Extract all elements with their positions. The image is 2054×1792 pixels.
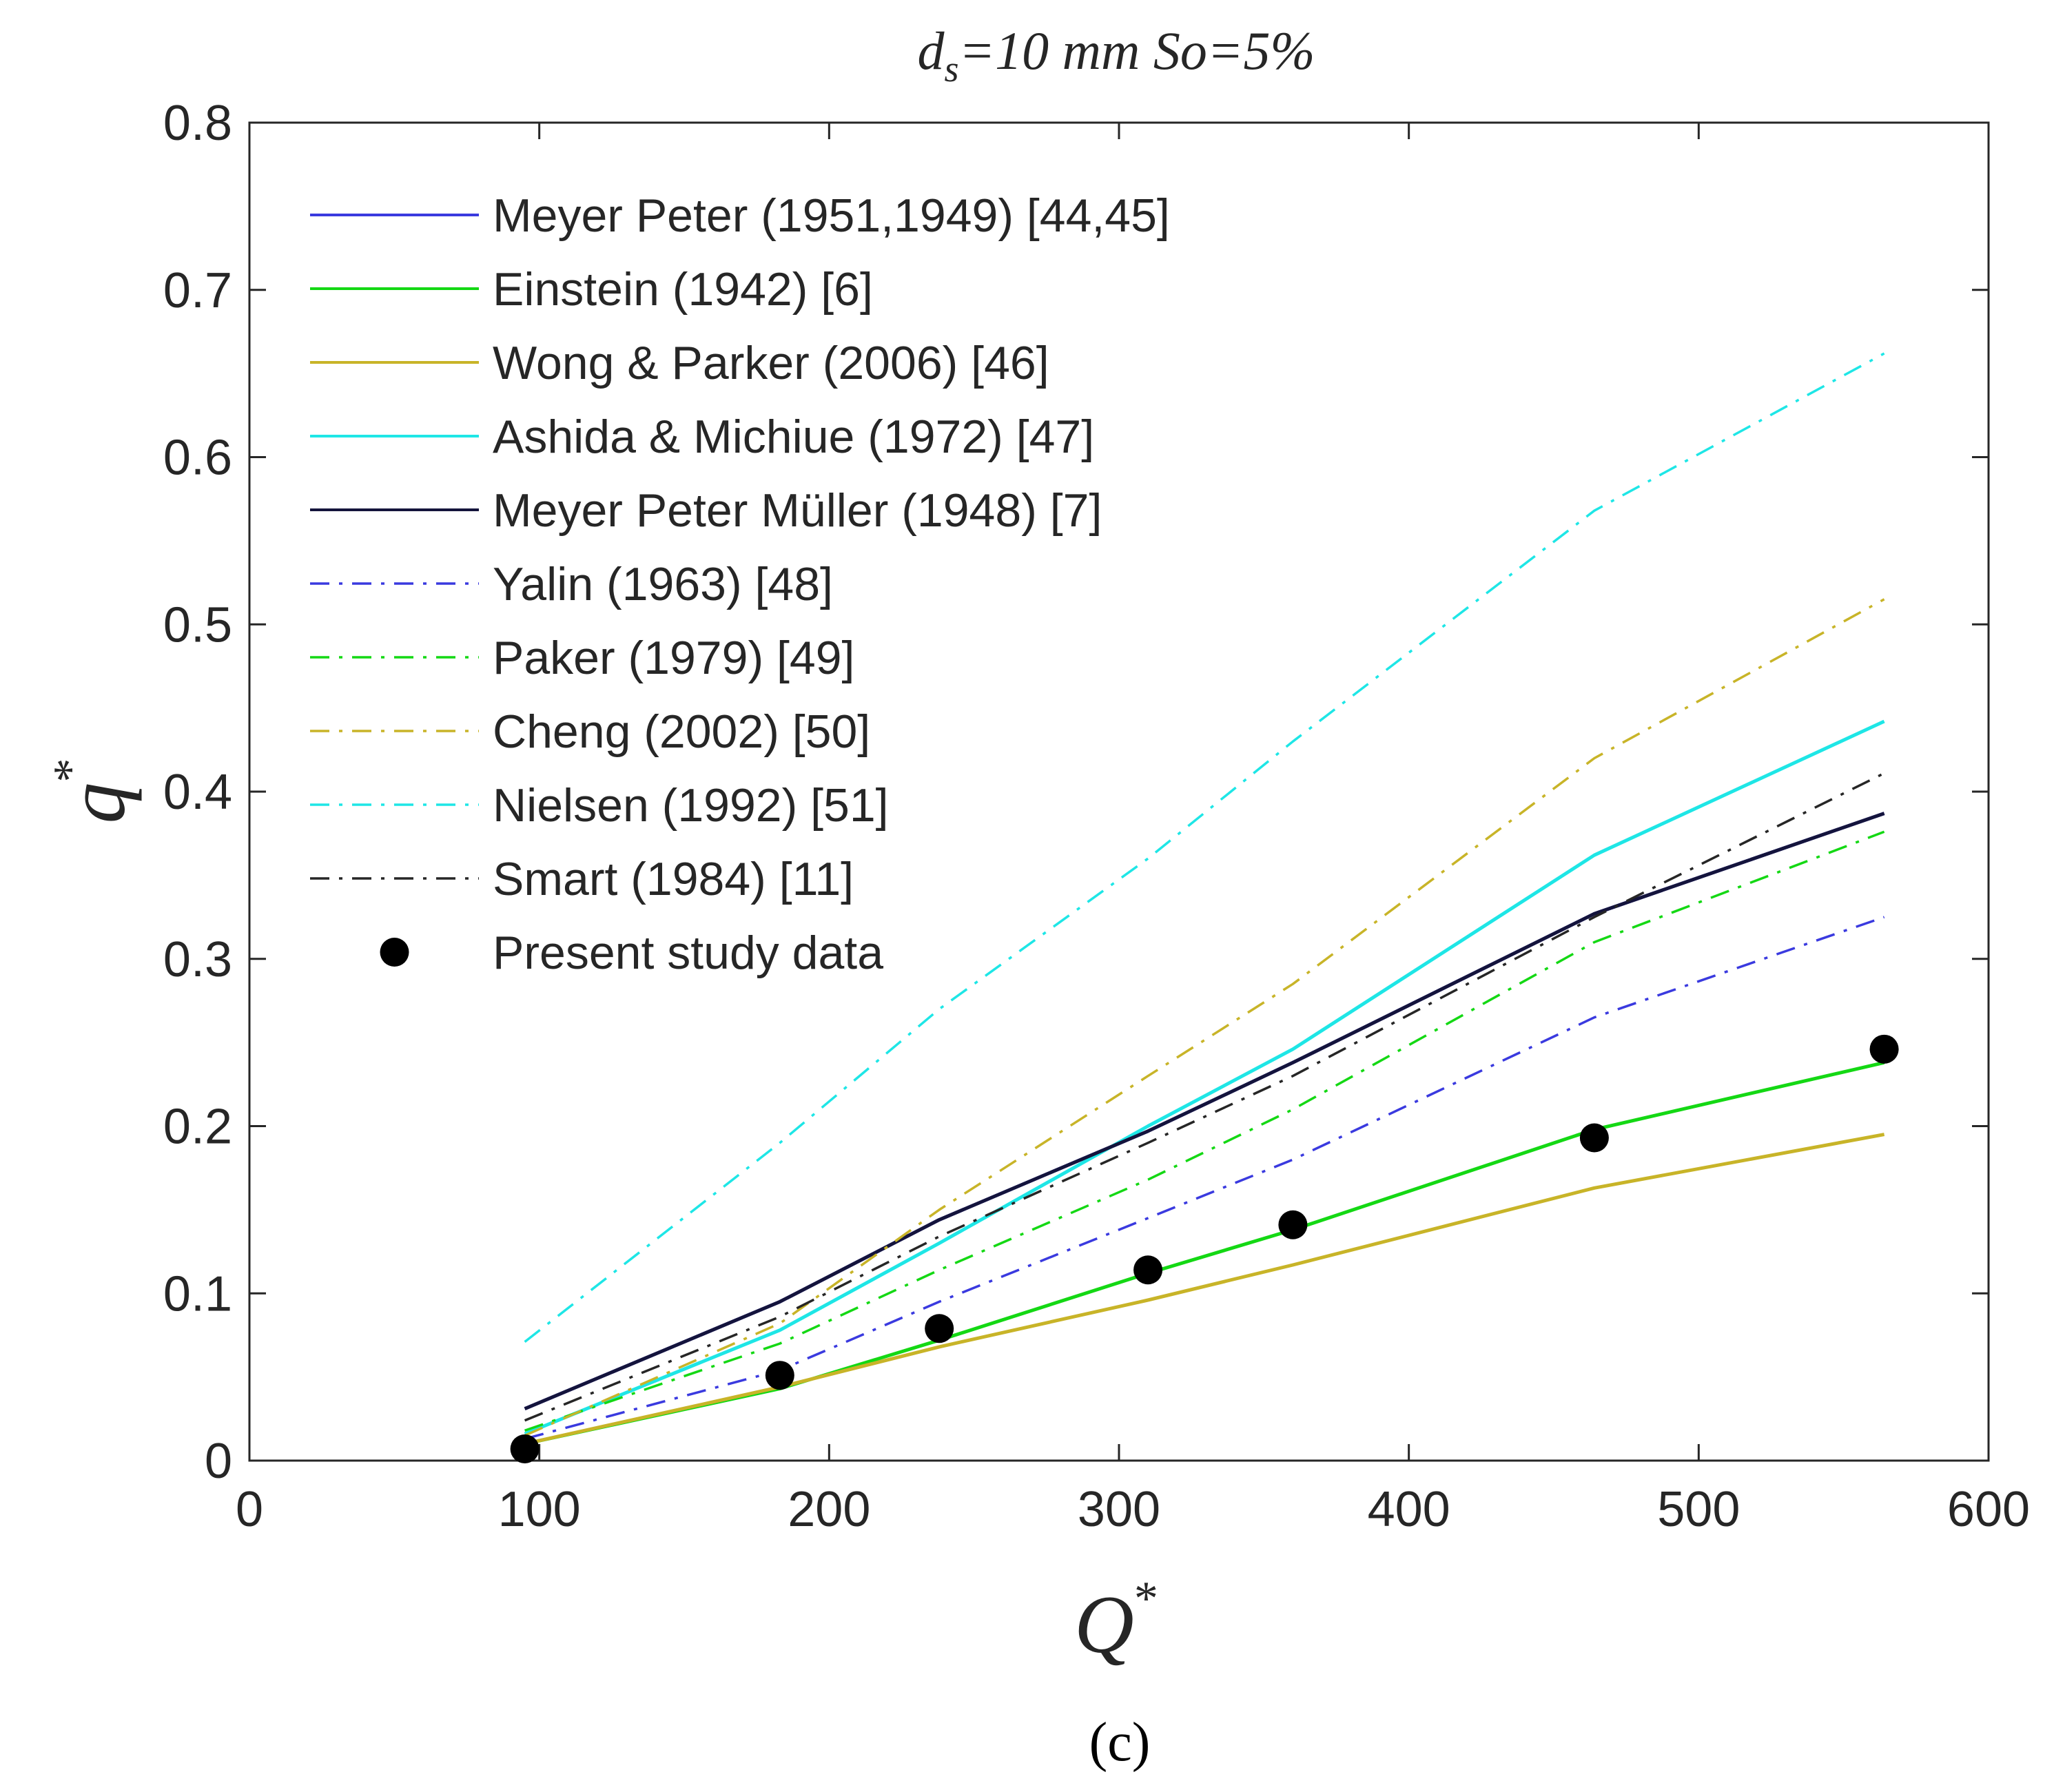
data-point — [1133, 1255, 1163, 1285]
legend-marker — [380, 938, 409, 967]
legend-label: Meyer Peter (1951,1949) [44,45] — [493, 189, 1170, 242]
legend-label: Wong & Parker (2006) [46] — [493, 337, 1049, 389]
legend-label: Einstein (1942) [6] — [493, 263, 873, 316]
legend-label: Yalin (1963) [48] — [493, 558, 833, 610]
series-layer — [524, 352, 1885, 1446]
data-point — [1579, 1123, 1609, 1153]
data-point — [925, 1314, 954, 1343]
y-tick-label: 0 — [205, 1434, 232, 1489]
y-axis-title-group: q* — [44, 759, 142, 824]
legend-label: Cheng (2002) [50] — [493, 706, 870, 758]
legend-label: Meyer Peter Müller (1948) [7] — [493, 484, 1102, 537]
y-axis-title-main: q — [50, 783, 142, 824]
y-tick-label: 0.2 — [163, 1100, 232, 1155]
series-line — [524, 598, 1885, 1437]
series-line — [524, 719, 1885, 1436]
chart-title-rest: =10 mm So=5% — [959, 21, 1315, 81]
x-tick-label: 400 — [1368, 1482, 1450, 1537]
y-tick-label: 0.1 — [163, 1266, 232, 1321]
data-point — [1869, 1034, 1899, 1064]
x-axis-title-main: Q — [1074, 1578, 1134, 1670]
series-line — [524, 812, 1885, 1411]
chart-title-main: d — [918, 21, 945, 81]
chart-title-subscript: s — [945, 48, 959, 90]
y-tick-label: 0.8 — [163, 96, 232, 151]
y-tick-label: 0.3 — [163, 932, 232, 987]
x-tick-label: 200 — [788, 1482, 870, 1537]
x-tick-label: 600 — [1947, 1482, 2030, 1537]
x-axis-title: Q* — [1074, 1572, 1158, 1670]
series-line — [524, 352, 1885, 1343]
legend-label: Smart (1984) [11] — [493, 853, 854, 905]
y-tick-label: 0.7 — [163, 263, 232, 318]
legend-label: Nielsen (1992) [51] — [493, 779, 889, 832]
series-line — [524, 772, 1885, 1422]
data-point — [1278, 1210, 1308, 1239]
data-point — [510, 1434, 540, 1464]
y-axis-title: q* — [44, 759, 142, 824]
legend-label: Paker (1979) [49] — [493, 632, 854, 684]
x-tick-label: 300 — [1078, 1482, 1160, 1537]
scatter-layer — [510, 1034, 1899, 1464]
x-tick-label: 100 — [498, 1482, 581, 1537]
y-axis-ticks: 0 0.1 0.2 0.3 0.4 0.5 0.6 0.7 0.8 — [163, 96, 1989, 1489]
x-tick-label: 0 — [236, 1482, 263, 1537]
y-tick-label: 0.4 — [163, 765, 232, 820]
data-point — [765, 1361, 794, 1390]
x-axis-ticks: 0 100 200 300 400 500 600 — [236, 123, 2030, 1537]
legend: Meyer Peter (1951,1949) [44,45] Einstein … — [310, 189, 1170, 979]
plot-area — [248, 121, 1990, 1462]
panel-caption: (c) — [1089, 1712, 1151, 1773]
x-tick-label: 500 — [1657, 1482, 1740, 1537]
y-tick-label: 0.5 — [163, 597, 232, 652]
x-axis-title-sup: * — [1134, 1572, 1158, 1625]
y-axis-title-sup: * — [44, 759, 97, 783]
chart-title: ds=10 mm So=5% — [918, 21, 1315, 90]
legend-label: Ashida & Michiue (1972) [47] — [493, 411, 1094, 463]
y-tick-label: 0.6 — [163, 431, 232, 486]
legend-label: Present study data — [493, 927, 883, 979]
series-line — [524, 830, 1885, 1432]
